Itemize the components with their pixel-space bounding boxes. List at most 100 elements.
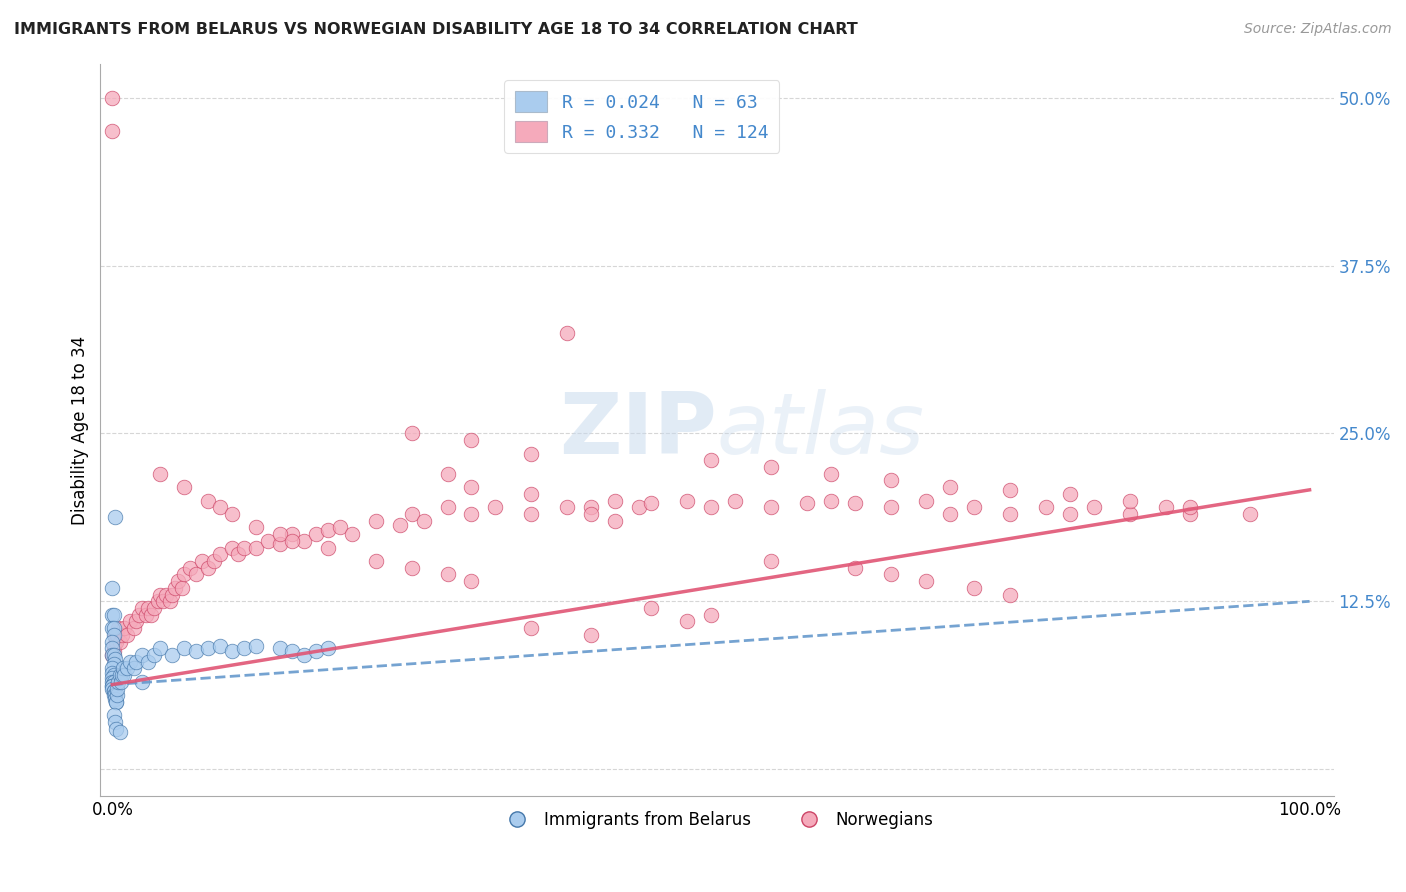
Point bbox=[101, 641, 124, 656]
Point bbox=[135, 607, 157, 622]
Point bbox=[460, 507, 482, 521]
Point bbox=[136, 601, 159, 615]
Point bbox=[197, 493, 219, 508]
Point bbox=[146, 594, 169, 608]
Point bbox=[245, 639, 267, 653]
Point bbox=[1059, 487, 1081, 501]
Point bbox=[104, 634, 127, 648]
Point bbox=[149, 467, 172, 481]
Point bbox=[104, 628, 127, 642]
Point bbox=[103, 684, 125, 698]
Point bbox=[915, 574, 938, 589]
Point bbox=[104, 652, 127, 666]
Point bbox=[179, 560, 201, 574]
Point bbox=[143, 648, 166, 662]
Point bbox=[555, 500, 578, 515]
Point bbox=[173, 641, 195, 656]
Point bbox=[112, 661, 135, 675]
Point bbox=[628, 500, 651, 515]
Point bbox=[388, 517, 411, 532]
Point bbox=[125, 655, 148, 669]
Point bbox=[167, 574, 190, 589]
Point bbox=[221, 507, 243, 521]
Point bbox=[191, 554, 214, 568]
Point bbox=[700, 500, 723, 515]
Point bbox=[939, 480, 962, 494]
Point bbox=[1119, 507, 1142, 521]
Point bbox=[202, 554, 225, 568]
Point bbox=[1083, 500, 1105, 515]
Y-axis label: Disability Age 18 to 34: Disability Age 18 to 34 bbox=[72, 335, 89, 524]
Point bbox=[209, 639, 232, 653]
Point bbox=[963, 500, 986, 515]
Point bbox=[111, 628, 134, 642]
Point bbox=[139, 607, 162, 622]
Point bbox=[1178, 507, 1201, 521]
Point bbox=[520, 487, 543, 501]
Point bbox=[436, 567, 458, 582]
Point bbox=[436, 467, 458, 481]
Point bbox=[1000, 588, 1022, 602]
Point bbox=[820, 467, 842, 481]
Point bbox=[460, 433, 482, 447]
Point bbox=[281, 644, 304, 658]
Point bbox=[163, 581, 186, 595]
Point bbox=[700, 453, 723, 467]
Point bbox=[103, 657, 125, 672]
Point bbox=[759, 554, 782, 568]
Point bbox=[104, 695, 127, 709]
Point bbox=[101, 681, 124, 696]
Point bbox=[101, 679, 124, 693]
Point bbox=[269, 536, 291, 550]
Point bbox=[520, 446, 543, 460]
Point bbox=[136, 655, 159, 669]
Point bbox=[364, 554, 387, 568]
Point bbox=[640, 601, 662, 615]
Point bbox=[401, 560, 423, 574]
Point bbox=[131, 601, 153, 615]
Point bbox=[110, 674, 132, 689]
Point bbox=[160, 588, 183, 602]
Point bbox=[120, 655, 142, 669]
Point bbox=[364, 514, 387, 528]
Point bbox=[555, 326, 578, 340]
Point bbox=[115, 628, 138, 642]
Point bbox=[101, 581, 124, 595]
Point bbox=[1154, 500, 1177, 515]
Point bbox=[184, 644, 207, 658]
Point bbox=[149, 588, 172, 602]
Point bbox=[103, 639, 125, 653]
Point bbox=[579, 507, 602, 521]
Point bbox=[104, 509, 127, 524]
Point bbox=[221, 541, 243, 555]
Point bbox=[197, 560, 219, 574]
Point bbox=[105, 689, 128, 703]
Point bbox=[281, 527, 304, 541]
Point bbox=[340, 527, 363, 541]
Point bbox=[233, 541, 256, 555]
Point bbox=[1000, 483, 1022, 497]
Point bbox=[103, 689, 125, 703]
Point bbox=[579, 500, 602, 515]
Point bbox=[939, 507, 962, 521]
Point bbox=[329, 520, 352, 534]
Point bbox=[963, 581, 986, 595]
Point bbox=[401, 507, 423, 521]
Point bbox=[103, 644, 125, 658]
Point bbox=[103, 668, 125, 682]
Point bbox=[1000, 507, 1022, 521]
Point bbox=[149, 641, 172, 656]
Point bbox=[257, 533, 280, 548]
Text: Source: ZipAtlas.com: Source: ZipAtlas.com bbox=[1244, 22, 1392, 37]
Point bbox=[759, 500, 782, 515]
Point bbox=[915, 493, 938, 508]
Point bbox=[112, 668, 135, 682]
Point bbox=[676, 493, 699, 508]
Point bbox=[103, 628, 125, 642]
Point bbox=[115, 661, 138, 675]
Point bbox=[103, 607, 125, 622]
Point bbox=[281, 533, 304, 548]
Text: IMMIGRANTS FROM BELARUS VS NORWEGIAN DISABILITY AGE 18 TO 34 CORRELATION CHART: IMMIGRANTS FROM BELARUS VS NORWEGIAN DIS… bbox=[14, 22, 858, 37]
Point bbox=[844, 496, 866, 510]
Point bbox=[879, 474, 901, 488]
